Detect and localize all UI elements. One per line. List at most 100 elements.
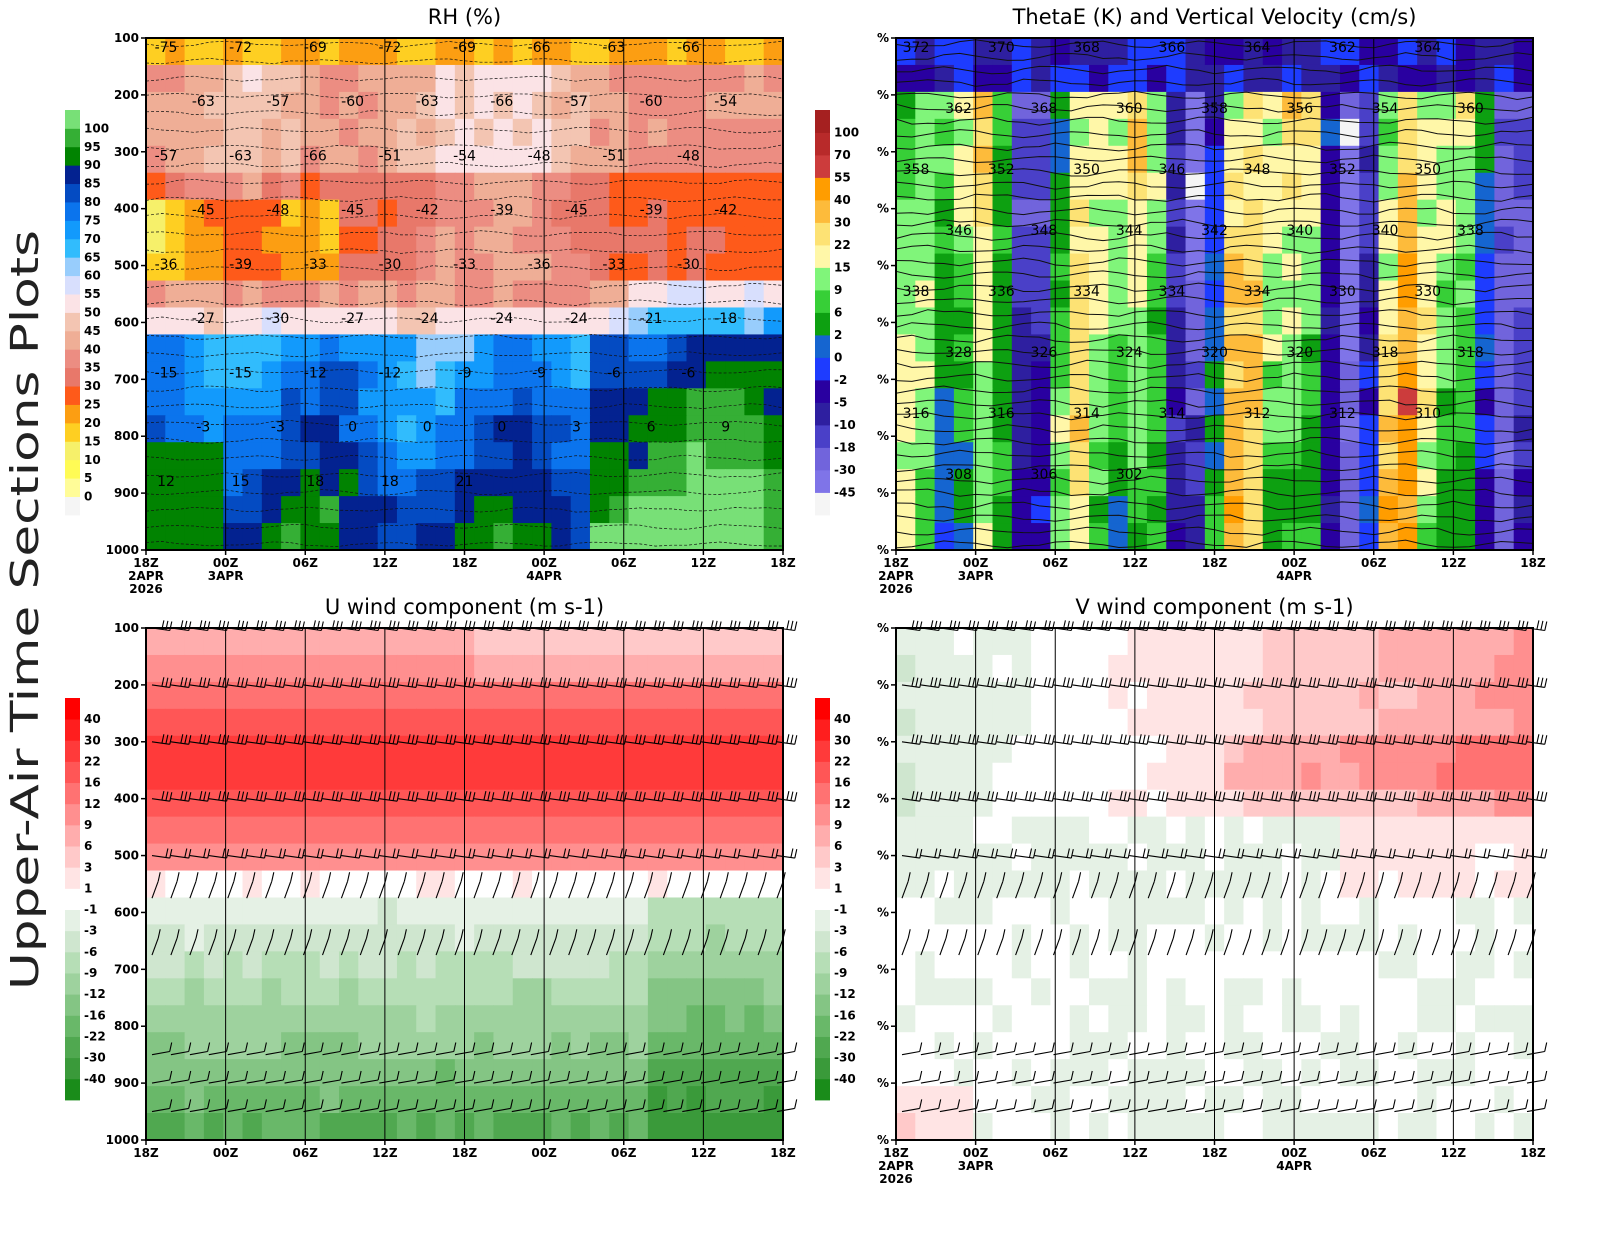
contour-cell <box>396 334 417 362</box>
x-date-label: 2APR <box>878 1159 914 1173</box>
wind-barb-shaft <box>996 938 1004 956</box>
contour-cell <box>667 469 688 497</box>
contour-cell <box>416 118 437 147</box>
wind-barb-feather <box>661 1099 665 1109</box>
contour-cell <box>896 334 916 362</box>
contour-cell <box>1243 91 1264 120</box>
x-tick-label: 12Z <box>372 556 398 570</box>
wind-barb-feather <box>957 848 961 859</box>
contour-cell <box>1282 442 1302 470</box>
wind-barb-feather <box>1373 792 1377 802</box>
wind-barb-feather <box>695 848 699 858</box>
contour-cell <box>1108 1032 1129 1060</box>
colorbar-swatch <box>65 867 80 889</box>
contour-cell <box>992 681 1013 710</box>
wind-barb-feather <box>434 792 438 802</box>
contour-cell <box>1378 762 1399 791</box>
contour-cell <box>1397 789 1418 818</box>
contour-cell <box>763 1086 784 1114</box>
wind-barb-feather <box>1010 677 1014 687</box>
wind-barb-feather <box>1134 872 1138 882</box>
wind-barb-shaft <box>1432 1079 1451 1084</box>
contour-cell <box>435 307 456 336</box>
wind-barb-shaft <box>1129 741 1148 745</box>
contour-cell <box>1069 951 1090 979</box>
contour-cell <box>242 681 263 710</box>
wind-barb-feather <box>180 734 184 744</box>
contour-cell <box>396 789 417 818</box>
colorbar-swatch <box>65 478 80 497</box>
contour-cell <box>1436 951 1457 979</box>
wind-barb-feather <box>1460 734 1464 744</box>
wind-barb-feather <box>1313 791 1317 801</box>
wind-barb-shaft <box>996 741 1015 745</box>
contour-cell <box>1224 1059 1245 1087</box>
contour-cell <box>261 307 282 336</box>
contour-label: -33 <box>602 257 625 273</box>
contour-cell <box>339 199 359 228</box>
contour-cell <box>1339 523 1360 551</box>
contour-line <box>145 127 784 134</box>
contour-cell <box>628 307 649 336</box>
wind-barb-feather <box>377 1070 381 1081</box>
contour-cell <box>1513 226 1534 255</box>
colorbar-label: 100 <box>84 121 109 135</box>
wind-barb-feather <box>919 848 923 859</box>
contour-cell <box>1031 118 1052 147</box>
wind-barb-feather <box>1525 1099 1529 1109</box>
contour-label: 362 <box>1329 40 1356 56</box>
wind-barb-shaft <box>227 684 246 688</box>
contour-cell <box>532 280 552 309</box>
wind-barb-feather <box>1365 734 1369 744</box>
contour-cell <box>1185 924 1206 952</box>
contour-cell <box>1089 172 1109 201</box>
wind-barb-feather <box>1032 678 1037 688</box>
contour-cell <box>1127 388 1148 416</box>
contour-label: -12 <box>378 365 401 381</box>
wind-barb-feather <box>430 677 434 687</box>
wind-barb-feather <box>188 848 192 859</box>
contour-cell <box>973 199 994 228</box>
contour-cell <box>915 469 936 497</box>
wind-barb-shaft <box>170 1079 189 1084</box>
contour-cell <box>261 172 282 201</box>
wind-barb-feather <box>1517 790 1521 801</box>
wind-barb-shaft <box>606 1050 625 1056</box>
contour-cell <box>281 64 302 93</box>
wind-barb-feather <box>1062 677 1066 687</box>
wind-barb-feather <box>1115 872 1120 882</box>
contour-cell <box>1166 64 1187 93</box>
contour-cell <box>474 118 495 147</box>
contour-cell <box>1243 334 1264 362</box>
wind-barb-feather <box>1260 735 1264 745</box>
contour-cell <box>146 334 166 362</box>
contour-cell <box>1494 681 1515 710</box>
contour-cell <box>512 978 533 1006</box>
wind-barb-feather <box>638 677 642 687</box>
contour-cell <box>915 226 936 255</box>
contour-cell <box>242 870 263 899</box>
contour-cell <box>589 978 610 1006</box>
contour-cell <box>1494 145 1515 174</box>
colorbar-swatch <box>815 470 830 493</box>
contour-cell <box>223 978 244 1006</box>
contour-cell <box>435 334 456 362</box>
wind-barb-shaft <box>246 938 254 956</box>
contour-cell <box>165 496 186 524</box>
wind-barb-feather <box>373 791 377 801</box>
contour-cell <box>1069 1086 1090 1114</box>
wind-barb-shaft <box>435 881 443 899</box>
wind-barb-shaft <box>1204 938 1212 956</box>
wind-barb-feather <box>676 791 680 801</box>
contour-cell <box>377 1059 398 1087</box>
contour-cell <box>416 789 437 818</box>
contour-cell <box>1378 226 1399 255</box>
wind-barb-feather <box>714 734 718 744</box>
wind-barb-feather <box>1032 1042 1036 1052</box>
contour-cell <box>1494 523 1515 551</box>
contour-cell <box>1108 199 1129 228</box>
contour-cell <box>1378 735 1399 764</box>
wind-barb-feather <box>930 734 934 744</box>
colorbar-label: 55 <box>834 171 851 185</box>
wind-barb-feather <box>1521 734 1525 744</box>
